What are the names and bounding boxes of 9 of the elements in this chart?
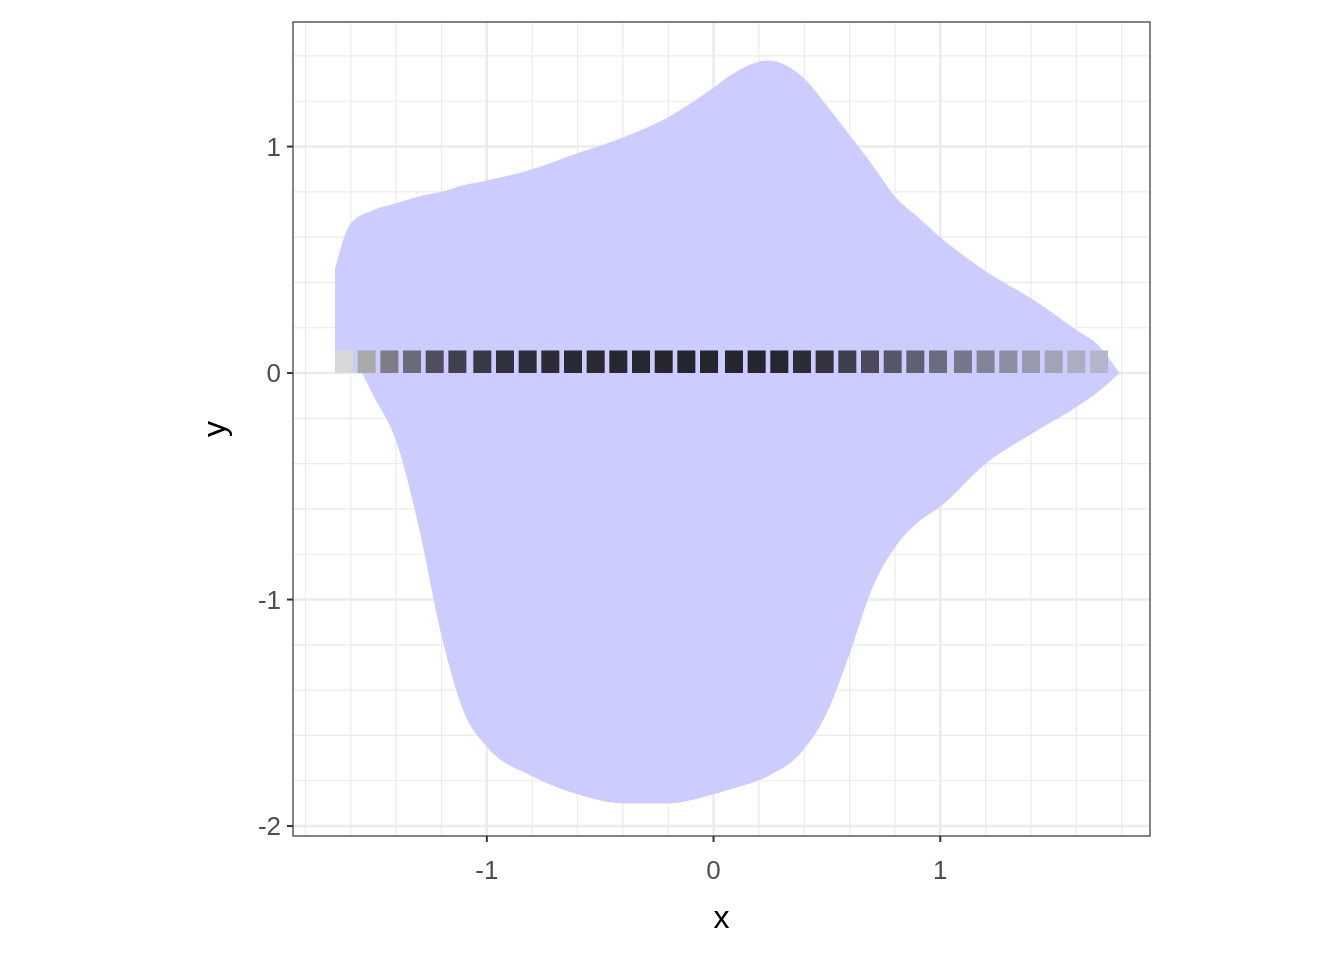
y-tick-label: 0 (266, 358, 281, 389)
x-tick-label: -1 (475, 855, 499, 885)
y-tick-label: 1 (266, 131, 281, 162)
x-tick-label: 1 (933, 855, 948, 885)
y-tick-label: -1 (257, 584, 281, 615)
y-axis-title: y (196, 421, 232, 437)
y-tick-label: -2 (257, 811, 281, 842)
x-tick-label: 0 (706, 855, 721, 885)
x-axis-title: x (713, 899, 730, 935)
